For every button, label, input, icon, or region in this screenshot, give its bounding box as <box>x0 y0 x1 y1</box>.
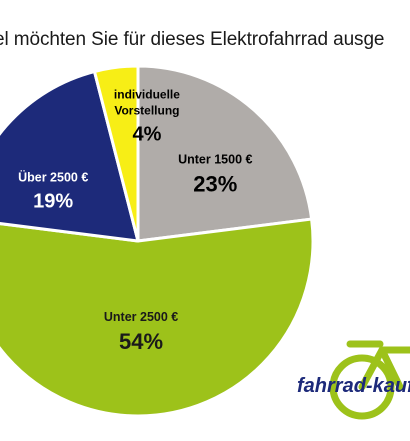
pie-slice <box>0 69 140 243</box>
slice-value-label: 19% <box>33 190 73 212</box>
pie-slice <box>0 217 315 418</box>
bicycle-icon <box>329 340 410 420</box>
slice-label: Unter 2500 € <box>104 310 178 324</box>
pie-slices <box>0 64 315 418</box>
slice-value-label: 4% <box>132 123 161 145</box>
pie-slice <box>136 64 314 243</box>
chart-title: el möchten Sie für dieses Elektrofahrrad… <box>0 29 385 50</box>
slice-label: Unter 1500 € <box>178 153 252 167</box>
logo: fahrrad-kauf <box>297 340 410 420</box>
slice-label: individuelle <box>114 87 180 101</box>
slice-value-label: 54% <box>119 329 163 354</box>
pie-slice <box>92 64 140 243</box>
logo-text: fahrrad-kauf <box>297 375 410 397</box>
slice-value-label: 23% <box>193 172 237 197</box>
pie-labels: Unter 1500 € 23% Unter 2500 € 54% Über 2500 … <box>18 87 252 354</box>
slice-label: Vorstellung <box>114 103 179 117</box>
slice-label: Über 2500 € <box>18 169 88 184</box>
